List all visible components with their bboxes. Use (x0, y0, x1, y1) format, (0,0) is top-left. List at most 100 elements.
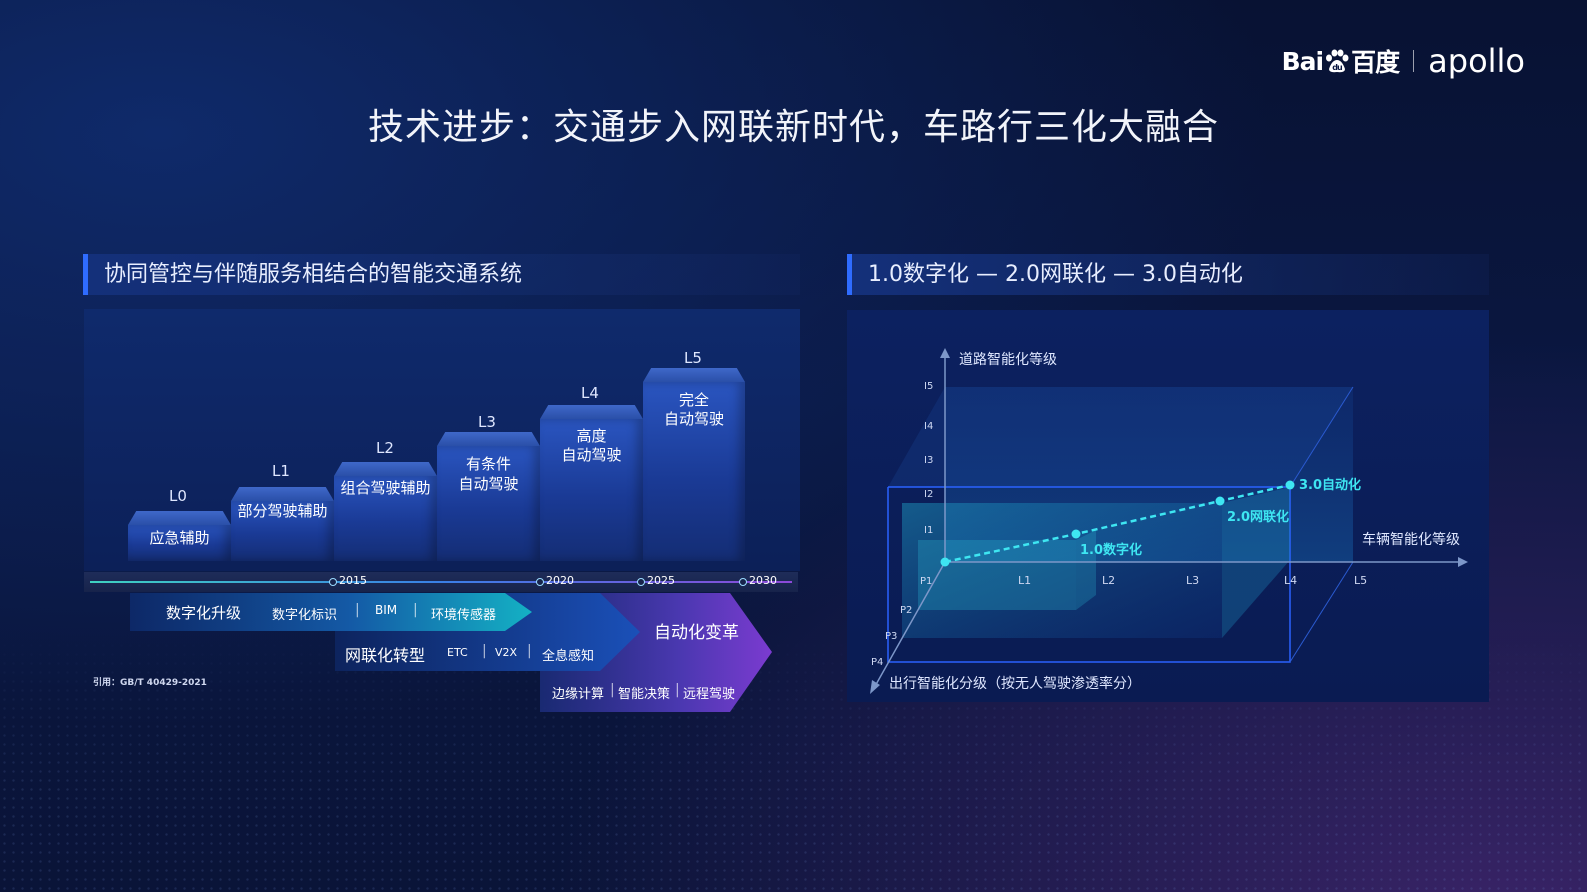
band-digitization (130, 593, 532, 631)
y-tick: I5 (924, 381, 934, 392)
z-tick: P2 (900, 605, 913, 616)
z-axis-line (873, 561, 946, 689)
band3-title: 自动化变革 (654, 623, 739, 643)
band1-item: BIM (375, 603, 398, 617)
baidu-logo: Bai du 百度 (1281, 43, 1401, 79)
separator: | (675, 682, 680, 698)
citation: 引用：GB/T 40429-2021 (93, 678, 207, 688)
level-name: 应急辅助 (149, 529, 210, 547)
timeline-marker (329, 578, 337, 586)
point-1 (1071, 529, 1081, 539)
point-label: 1.0数字化 (1080, 543, 1143, 558)
level-label: L0 (169, 487, 187, 505)
z-tick: P4 (871, 657, 884, 668)
timeline: 2015 2020 2025 2030 (84, 572, 798, 592)
logo-divider (1413, 50, 1415, 72)
baidu-logo-text: Bai (1281, 46, 1324, 76)
point-start (940, 557, 950, 567)
point-label: 2.0网联化 (1227, 510, 1290, 525)
level-label: L5 (684, 349, 702, 367)
level-step-l4: 高度 自动驾驶 (540, 405, 643, 561)
level-name-line2: 自动驾驶 (663, 410, 724, 428)
separator: | (482, 643, 487, 659)
band3-item: 远程驾驶 (683, 687, 736, 702)
point-label: 3.0自动化 (1299, 478, 1362, 493)
outer-volume-top (888, 387, 1353, 487)
y-axis-arrow (940, 348, 950, 358)
level-name-line2: 自动驾驶 (561, 446, 622, 464)
level-label: L2 (376, 439, 394, 457)
level-name-line2: 自动驾驶 (458, 475, 519, 493)
level-name-line1: 高度 (576, 427, 607, 445)
level-step-l2: 组合驾驶辅助 (334, 462, 437, 561)
timeline-year: 2020 (546, 574, 574, 587)
timeline-marker (739, 578, 747, 586)
inner-volume-side (1076, 530, 1096, 610)
z-axis-arrow (870, 680, 880, 694)
paw-icon: du (1326, 49, 1349, 73)
timeline-marker (536, 578, 544, 586)
left-section-header: 协同管控与伴随服务相结合的智能交通系统 (83, 254, 800, 295)
baidu-logo-cn: 百度 (1351, 48, 1400, 77)
level-name-line1: 完全 (678, 391, 709, 409)
band1-item: 环境传感器 (431, 608, 497, 623)
y-axis-label: 道路智能化等级 (959, 352, 1057, 368)
separator: | (527, 643, 532, 659)
band2-item: 全息感知 (542, 649, 595, 664)
separator: | (413, 602, 418, 618)
level-step-l5: 完全 自动驾驶 (643, 368, 745, 561)
level-name: 组合驾驶辅助 (340, 479, 431, 497)
x-tick: L1 (1018, 574, 1032, 587)
level-label: L4 (581, 384, 599, 402)
page-title: 技术进步：交通步入网联新时代，车路行三化大融合 (367, 107, 1219, 148)
z-axis-label: 出行智能化分级（按无人驾驶渗透率分） (889, 676, 1141, 692)
timeline-marker (637, 578, 645, 586)
point-2 (1215, 496, 1225, 506)
level-step-l0: 应急辅助 (128, 511, 231, 561)
z-tick: P1 (920, 576, 933, 587)
x-tick: L3 (1186, 574, 1200, 587)
mid-volume-front (902, 503, 1222, 638)
x-axis-label: 车辆智能化等级 (1362, 532, 1460, 548)
y-tick: I4 (924, 421, 934, 432)
point-3 (1285, 480, 1295, 490)
band1-title: 数字化升级 (166, 604, 242, 622)
inner-volume-front (918, 540, 1076, 610)
timeline-line (90, 581, 792, 583)
outer-volume-edge (1289, 561, 1354, 663)
level-step-l1: 部分驾驶辅助 (231, 487, 334, 561)
y-tick: I1 (924, 525, 934, 536)
level-name: 部分驾驶辅助 (237, 502, 328, 520)
brand-logo: Bai du 百度 apollo (1282, 42, 1525, 80)
band3-item: 智能决策 (618, 687, 671, 702)
right-section-title: 1.0数字化 — 2.0网联化 — 3.0自动化 (868, 262, 1243, 287)
timeline-year: 2025 (647, 574, 675, 587)
x-axis-arrow (1458, 557, 1468, 567)
apollo-logo: apollo (1428, 42, 1525, 80)
band3-item: 边缘计算 (552, 687, 605, 702)
z-tick: P3 (885, 631, 898, 642)
y-tick: I2 (924, 489, 934, 500)
timeline-year: 2015 (339, 574, 367, 587)
level-name-line1: 有条件 (465, 455, 511, 473)
level-step-l3: 有条件 自动驾驶 (437, 432, 540, 561)
x-tick: L5 (1354, 574, 1368, 587)
timeline-year: 2030 (749, 574, 777, 587)
level-label: L3 (478, 413, 496, 431)
level-label: L1 (272, 462, 290, 480)
x-tick: L2 (1102, 574, 1116, 587)
y-tick: I3 (924, 455, 934, 466)
band2-title: 网联化转型 (345, 646, 426, 665)
separator: | (355, 602, 360, 618)
band2-item: ETC (447, 646, 468, 659)
svg-text:du: du (1332, 63, 1343, 72)
right-section-header: 1.0数字化 — 2.0网联化 — 3.0自动化 (847, 254, 1489, 295)
band1-item: 数字化标识 (272, 608, 338, 623)
separator: | (610, 682, 615, 698)
band2-item: V2X (495, 646, 518, 659)
x-tick: L4 (1284, 574, 1298, 587)
left-section-title: 协同管控与伴随服务相结合的智能交通系统 (104, 262, 523, 287)
outer-volume-edge (1289, 386, 1354, 488)
